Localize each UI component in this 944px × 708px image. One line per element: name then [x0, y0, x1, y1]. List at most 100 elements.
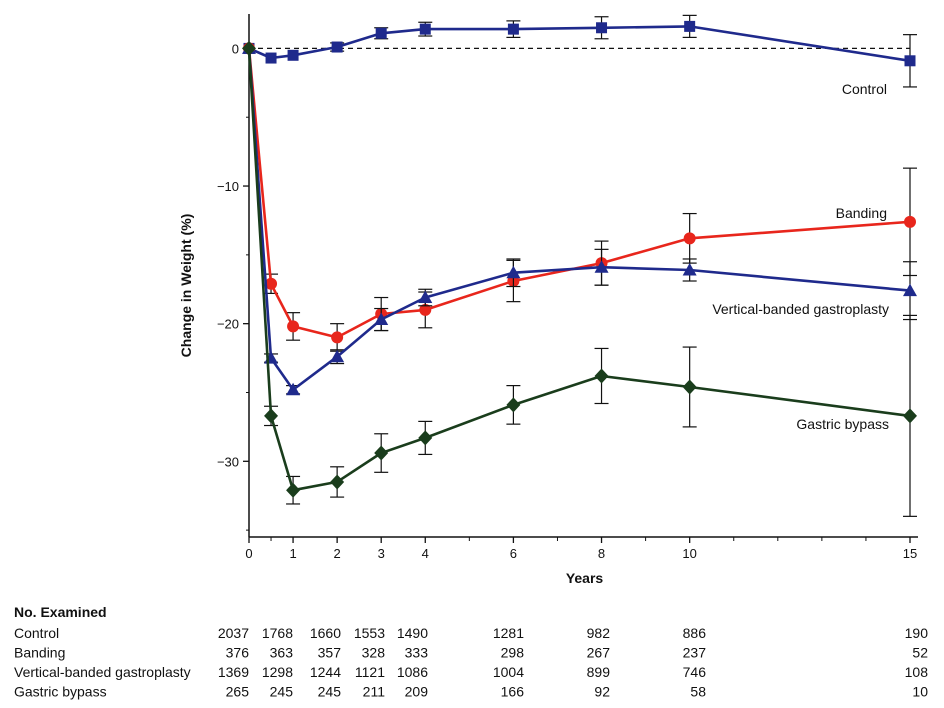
table-cell: 209	[405, 684, 429, 700]
diamond-marker	[242, 40, 256, 56]
diamond-marker	[903, 408, 917, 424]
table-cell: 267	[587, 645, 611, 661]
series-label: Banding	[836, 205, 887, 221]
x-tick-label: 3	[378, 546, 385, 561]
series-gastric-bypass	[242, 40, 917, 517]
triangle-marker	[418, 290, 433, 304]
circle-marker	[265, 277, 278, 290]
table-row: Control 2037 1768 1660 1553 1490 1281 982 886 190	[14, 625, 928, 641]
table-cell: 376	[226, 645, 250, 661]
square-marker	[684, 20, 696, 32]
table-cell: 1553	[354, 625, 385, 641]
table-cell: 92	[594, 684, 610, 700]
table-row-label: Banding	[14, 645, 65, 661]
triangle-marker	[330, 349, 345, 363]
diamond-marker	[286, 482, 301, 498]
table-cell: 237	[683, 645, 707, 661]
table-cell: 746	[683, 664, 707, 680]
table-cell: 298	[501, 645, 525, 661]
triangle-marker	[374, 312, 389, 326]
table-cell: 1121	[355, 664, 385, 680]
diamond-marker	[330, 474, 345, 490]
circle-marker	[904, 215, 916, 228]
diamond-marker	[682, 379, 697, 395]
table-cell: 1244	[310, 664, 341, 680]
table-cell: 1298	[262, 664, 293, 680]
no-examined-table: No. Examined Control 2037 1768 1660 1553 1490 1…	[14, 604, 928, 700]
square-marker	[265, 52, 277, 64]
table-cell: 166	[501, 684, 525, 700]
series-label: Gastric bypass	[796, 416, 889, 432]
series-layer	[242, 14, 917, 517]
labels-layer: Control Banding Vertical-banded gastroplas…	[712, 81, 889, 432]
table-cell: 52	[912, 645, 928, 661]
table-title: No. Examined	[14, 604, 107, 620]
table-cell: 328	[362, 645, 386, 661]
table-cell: 1086	[397, 664, 428, 680]
y-tick-label: 0	[232, 41, 239, 56]
diamond-marker	[418, 430, 433, 446]
table-row-label: Vertical-banded gastroplasty	[14, 664, 191, 680]
y-tick-label: −10	[217, 179, 239, 194]
series-vertical-banded-gastroplasty	[242, 41, 917, 396]
table-cell: 1660	[310, 625, 341, 641]
table-cell: 1768	[262, 625, 293, 641]
circle-marker	[331, 331, 344, 344]
table-cell: 982	[587, 625, 611, 641]
table-row: Vertical-banded gastroplasty 1369 1298 1244…	[14, 664, 928, 680]
square-marker	[596, 22, 608, 34]
triangle-marker	[682, 262, 697, 276]
table-cell: 357	[318, 645, 342, 661]
square-marker	[375, 27, 387, 39]
x-tick-label: 6	[510, 546, 517, 561]
series-line-gastric-bypass	[247, 48, 911, 492]
triangle-marker	[286, 382, 301, 396]
table-row-label: Gastric bypass	[14, 684, 107, 700]
table-cell: 58	[690, 684, 706, 700]
x-tick-label: 4	[422, 546, 429, 561]
y-tick-label: −20	[217, 317, 239, 332]
y-tick-label: −30	[217, 454, 239, 469]
series-control	[243, 14, 917, 88]
circle-marker	[683, 232, 696, 245]
table-cell: 1281	[493, 625, 524, 641]
table-row-label: Control	[14, 625, 59, 641]
x-tick-label: 0	[245, 546, 252, 561]
table-cell: 245	[270, 684, 294, 700]
series-label: Control	[842, 81, 887, 97]
triangle-marker	[594, 260, 609, 273]
diamond-marker	[506, 397, 521, 413]
table-cell: 10	[912, 684, 928, 700]
table-cell: 2037	[218, 625, 249, 641]
triangle-marker	[903, 283, 917, 297]
table-cell: 886	[683, 625, 707, 641]
table-cell: 245	[318, 684, 342, 700]
square-marker	[331, 41, 343, 53]
diamond-marker	[594, 368, 609, 384]
square-marker	[419, 23, 431, 35]
circle-marker	[287, 320, 300, 333]
square-marker	[904, 55, 916, 67]
table-cell: 333	[405, 645, 429, 661]
y-axis-title: Change in Weight (%)	[178, 214, 194, 358]
table-cell: 363	[270, 645, 294, 661]
series-label: Vertical-banded gastroplasty	[712, 301, 889, 317]
x-tick-label: 15	[903, 546, 917, 561]
table-cell: 108	[905, 664, 929, 680]
table-row: Banding 376 363 357 328 333 298 267 237 52	[14, 645, 928, 661]
table-cell: 1369	[218, 664, 249, 680]
table-row: Gastric bypass 265 245 245 211 209 166 92 58 10	[14, 684, 928, 700]
square-marker	[507, 23, 519, 35]
series-line-control	[248, 25, 911, 63]
x-tick-label: 10	[682, 546, 696, 561]
square-marker	[287, 49, 299, 61]
table-cell: 1004	[493, 664, 524, 680]
table-cell: 211	[363, 684, 386, 700]
table-cell: 899	[587, 664, 611, 680]
diamond-marker	[264, 408, 279, 424]
table-cell: 1490	[397, 625, 428, 641]
triangle-marker	[506, 265, 521, 279]
x-tick-label: 2	[334, 546, 341, 561]
table-cell: 190	[905, 625, 929, 641]
